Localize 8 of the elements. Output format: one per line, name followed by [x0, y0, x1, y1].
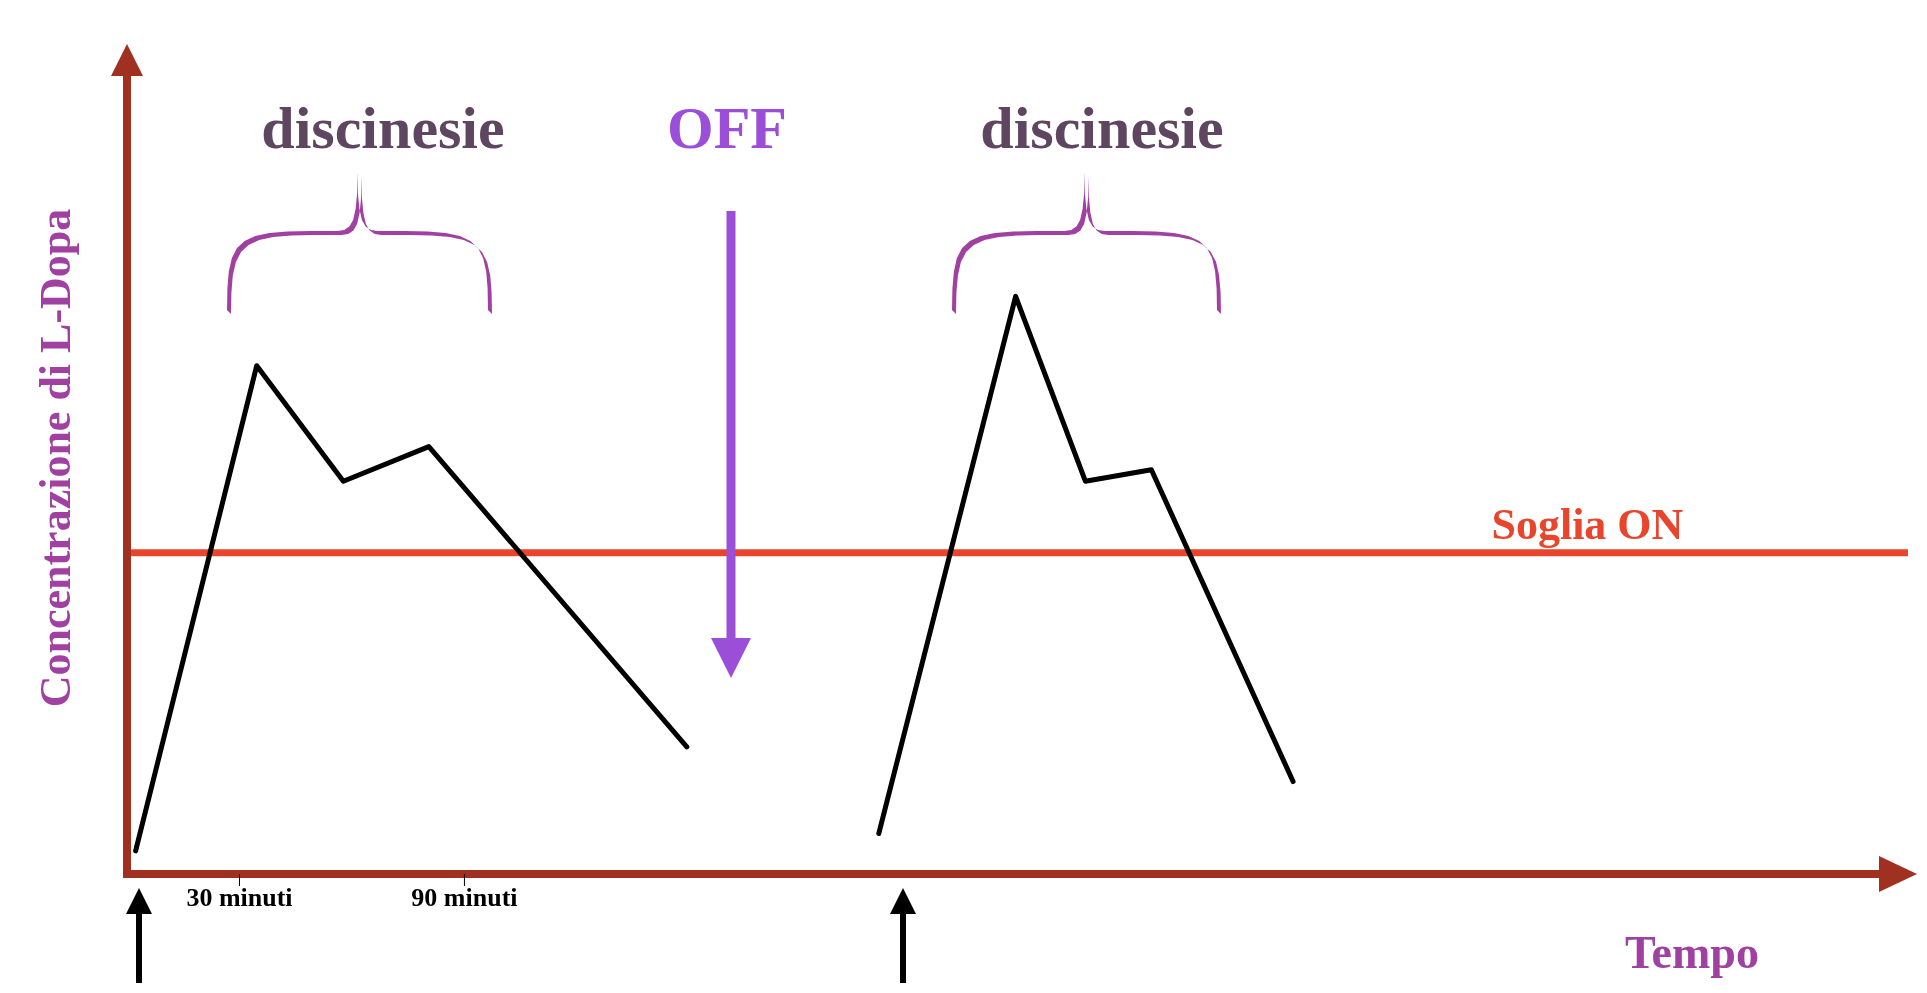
- x-tick-label: 90 minuti: [411, 883, 518, 913]
- x-axis-title: Tempo: [1625, 927, 1759, 978]
- text: OFF: [667, 95, 787, 161]
- x-tick-label: 30 minuti: [186, 883, 293, 913]
- text: discinesie: [261, 95, 505, 161]
- ref-line-label: Soglia ON: [1491, 499, 1684, 549]
- text: discinesie: [980, 95, 1224, 161]
- y-axis-title: Concentrazione di L-Dopa: [31, 208, 80, 708]
